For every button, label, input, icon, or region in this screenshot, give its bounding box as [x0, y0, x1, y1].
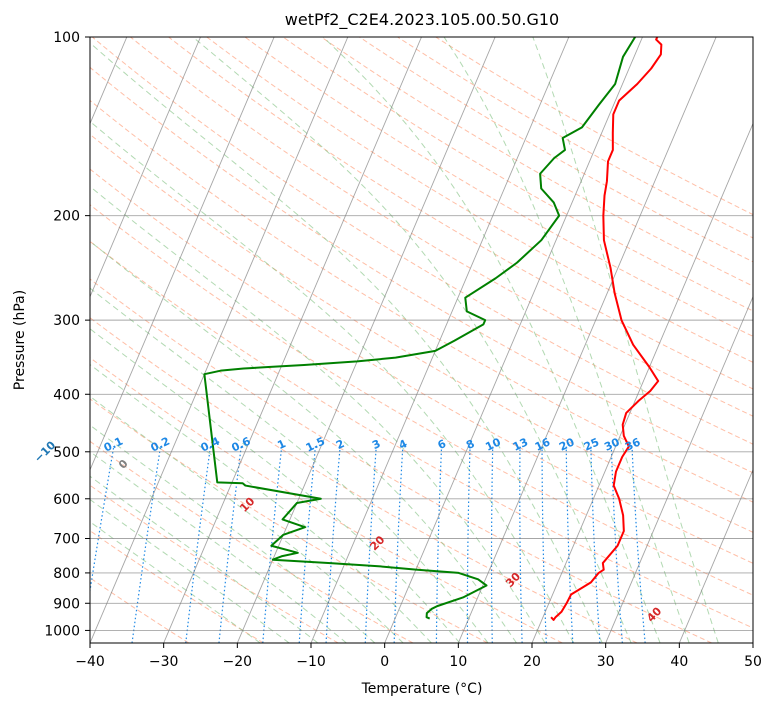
dry-adiabat	[244, 37, 753, 337]
chart-title: wetPf2_C2E4.2023.105.00.50.G10	[285, 10, 559, 30]
isotherm	[163, 37, 422, 643]
isotherm	[531, 122, 753, 643]
isotherms	[90, 37, 753, 643]
sounding-series	[203, 37, 663, 621]
isotherm	[310, 37, 570, 643]
moist-adiabat	[443, 37, 690, 643]
mixing-ratio-line	[393, 446, 404, 643]
mixing-ratio-lines	[90, 446, 646, 643]
dry-adiabat	[90, 278, 712, 643]
mixing-ratio-line	[435, 446, 443, 643]
mixing-ratio-line	[631, 446, 646, 643]
dry-adiabat	[90, 440, 414, 643]
dry-adiabat	[90, 133, 753, 533]
mixing-ratio-line	[590, 446, 601, 643]
temperature-profile	[550, 37, 663, 621]
isotherm	[457, 37, 717, 643]
mixing-ratio-line	[565, 446, 574, 643]
dry-adiabat	[130, 37, 753, 417]
isotherm	[605, 295, 753, 643]
mixing-ratio-label: 36	[623, 435, 643, 453]
mixing-ratio-label: 20	[557, 435, 577, 453]
y-tick-label: 300	[53, 313, 80, 329]
isotherm	[90, 37, 201, 298]
mixing-ratio-line	[541, 446, 547, 643]
moist-adiabat	[90, 521, 261, 643]
mixing-ratio-label: 10	[483, 435, 503, 453]
dry-adiabat	[90, 317, 638, 643]
x-tick-label: −30	[149, 654, 179, 670]
isotherm	[236, 37, 496, 643]
dry-adiabat	[90, 240, 753, 629]
mixing-ratio-line	[325, 446, 341, 643]
dry-adiabat	[90, 484, 339, 643]
y-axis-label: Pressure (hPa)	[12, 290, 28, 390]
isotherm	[384, 37, 643, 643]
mixing-ratio-line	[218, 446, 242, 643]
mixing-ratio-label: 13	[511, 435, 530, 453]
dry-adiabat	[168, 37, 753, 390]
x-axis-ticks: −40 −30 −20 −10 0 10 20 30 40 50	[75, 643, 762, 670]
dry-adiabat	[90, 530, 264, 643]
x-tick-label: 20	[523, 654, 541, 670]
y-tick-label: 500	[53, 445, 80, 461]
moist-adiabat	[192, 37, 632, 643]
x-tick-label: 0	[380, 654, 389, 670]
x-axis-label: Temperature (°C)	[361, 681, 483, 697]
y-axis-ticks: 100 200 300 400 500 600 700 800 900 1000	[44, 30, 90, 639]
isotherm	[90, 37, 275, 472]
moist-adiabat	[90, 120, 575, 643]
mixing-ratio-label: 30	[602, 435, 622, 453]
pressure-gridlines	[90, 37, 753, 631]
moist-adiabat	[90, 475, 319, 643]
isotherm	[90, 37, 349, 643]
mixing-ratio-line	[262, 446, 283, 643]
moist-adiabat	[90, 328, 461, 643]
dry-adiabat	[206, 37, 753, 363]
x-tick-label: −20	[223, 654, 253, 670]
mixing-ratio-line	[364, 446, 377, 643]
moist-adiabat	[90, 42, 603, 643]
dry-adiabat	[90, 204, 753, 596]
x-tick-label: 10	[449, 654, 467, 670]
isotherm	[678, 468, 753, 643]
y-tick-label: 900	[53, 596, 80, 612]
x-tick-label: 30	[597, 654, 615, 670]
mixing-ratio-line	[298, 446, 316, 643]
mixing-ratio-line	[519, 446, 523, 643]
x-tick-label: −10	[296, 654, 326, 670]
y-tick-label: 800	[53, 566, 80, 582]
moist-adiabat	[90, 498, 290, 643]
y-tick-label: 200	[53, 209, 80, 225]
mixing-ratio-line	[185, 446, 212, 643]
dry-adiabat	[90, 66, 753, 474]
plot-frame	[89, 36, 754, 644]
moist-adiabat	[90, 395, 404, 643]
mixing-ratio-line	[490, 446, 494, 643]
mixing-ratio-label: 25	[582, 435, 601, 453]
moist-adiabat	[532, 37, 719, 643]
dry-adiabat	[90, 168, 753, 564]
dry-adiabat	[359, 37, 753, 263]
moist-adiabat	[90, 424, 376, 643]
y-tick-label: 600	[53, 492, 80, 508]
plot-area	[90, 37, 753, 643]
mixing-ratio-label: 16	[533, 435, 553, 453]
y-tick-label: 700	[53, 532, 80, 548]
x-tick-label: 50	[744, 654, 762, 670]
y-tick-label: 400	[53, 387, 80, 403]
dewpoint-profile	[203, 37, 636, 620]
moist-adiabat	[322, 37, 661, 643]
y-tick-label: 1000	[44, 623, 80, 639]
dry-adiabat	[91, 37, 753, 445]
x-tick-label: −40	[75, 654, 105, 670]
mixing-ratio-line	[466, 446, 471, 643]
y-tick-label: 100	[53, 30, 80, 46]
moist-adiabat	[90, 240, 517, 643]
mixing-ratio-line	[131, 446, 162, 643]
dry-adiabat	[320, 37, 753, 287]
x-tick-label: 40	[670, 654, 688, 670]
